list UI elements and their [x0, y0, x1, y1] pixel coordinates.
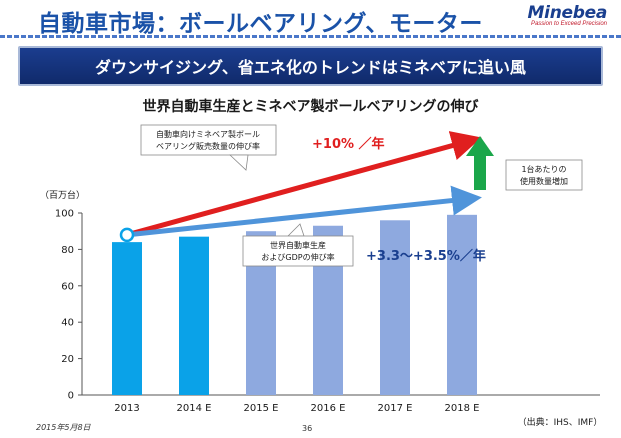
page-title: 自動車市場：ボールベアリング、モーター	[38, 11, 483, 37]
y-tick-label: 20	[61, 354, 74, 365]
red-trend-arrow	[126, 131, 482, 238]
green-callout-line1: 1台あたりの	[521, 164, 566, 174]
blue-growth-rate: +3.3～+3.5%／年	[366, 248, 486, 264]
logo-name: Minebea	[527, 3, 608, 23]
y-tick-label: 40	[61, 318, 74, 329]
data-source: （出典：IHS、IMF）	[518, 416, 603, 428]
y-tick-label: 100	[55, 209, 74, 220]
blue-trend-arrow	[126, 185, 482, 238]
x-tick-label: 2015 E	[244, 403, 279, 414]
y-tick-label: 0	[68, 391, 74, 402]
header-rule	[0, 35, 621, 38]
red-growth-rate: +10% ／年	[312, 136, 385, 152]
red-callout: 自動車向けミネベア製ボール ベアリング販売数量の伸び率	[140, 124, 277, 171]
trend-origin-marker	[119, 227, 135, 243]
red-callout-line1: 自動車向けミネベア製ボール	[156, 129, 260, 139]
y-tick-label: 80	[61, 245, 74, 256]
bar-2018-e	[447, 214, 477, 395]
headline-banner: ダウンサイジング、省エネ化のトレンドはミネベアに追い風	[18, 46, 603, 86]
x-tick-label: 2013	[114, 403, 139, 414]
y-unit-label: （百万台）	[40, 189, 85, 201]
y-axis: 0 20 40 60 80 100	[55, 209, 600, 402]
green-up-arrow	[466, 136, 494, 190]
x-tick-label: 2016 E	[311, 403, 346, 414]
logo-tagline: Passion to Exceed Precision	[530, 21, 607, 27]
bar-2014-e	[179, 236, 209, 395]
red-callout-line2: ベアリング販売数量の伸び率	[156, 141, 260, 151]
x-tick-label: 2014 E	[177, 403, 212, 414]
x-tick-label: 2017 E	[378, 403, 413, 414]
y-tick-label: 60	[61, 281, 74, 292]
company-logo: Minebea Passion to Exceed Precision	[527, 3, 608, 27]
bar-2013	[112, 242, 142, 395]
green-callout: 1台あたりの 使用数量増加	[505, 159, 583, 191]
green-callout-line2: 使用数量増加	[520, 176, 568, 186]
blue-callout-line1: 世界自動車生産	[270, 240, 326, 250]
blue-callout-line2: およびGDPの伸び率	[261, 252, 334, 262]
page-number: 36	[302, 424, 313, 433]
footer-date: 2015年5月8日	[36, 423, 91, 432]
x-tick-label: 2018 E	[445, 403, 480, 414]
x-axis-labels: 2013 2014 E 2015 E 2016 E 2017 E 2018 E	[114, 403, 479, 414]
chart-title: 世界自動車生産とミネベア製ボールベアリングの伸び	[142, 99, 479, 115]
blue-callout: 世界自動車生産 およびGDPの伸び率	[242, 223, 354, 267]
bar-2017-e	[380, 220, 410, 395]
